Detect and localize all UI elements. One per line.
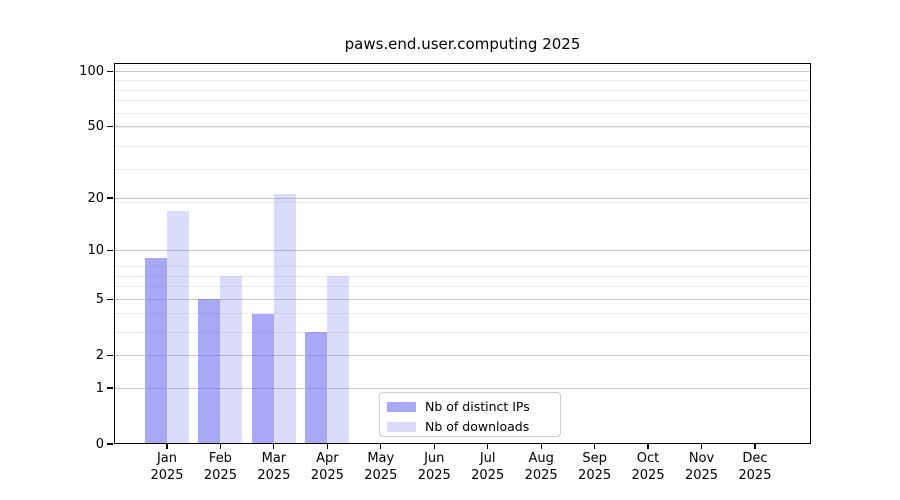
gridline-major <box>114 387 811 389</box>
gridline-minor <box>114 168 811 170</box>
legend-row-downloads: Nb of downloads <box>387 419 552 435</box>
y-tick-mark <box>107 387 113 389</box>
x-tick-mark <box>540 444 542 449</box>
gridline-major <box>114 197 811 199</box>
legend-label-downloads: Nb of downloads <box>425 419 530 434</box>
x-tick-mark <box>433 444 435 449</box>
x-tick-label: Aug 2025 <box>524 451 558 483</box>
x-tick-label: Jan 2025 <box>150 451 184 483</box>
gridline-minor <box>114 89 811 91</box>
x-tick-label: Oct 2025 <box>631 451 665 483</box>
gridline-minor <box>114 145 811 147</box>
y-tick-label: 50 <box>87 118 104 134</box>
bar-distinct-ips-feb <box>198 299 221 444</box>
gridline-major <box>114 125 811 127</box>
y-tick-label: 0 <box>95 436 104 452</box>
gridline-minor <box>114 201 811 203</box>
y-tick-mark <box>107 70 113 72</box>
x-tick-label: Dec 2025 <box>738 451 772 483</box>
gridline-minor <box>114 286 811 288</box>
x-tick-mark <box>326 444 328 449</box>
gridline-minor <box>114 331 811 333</box>
y-tick-mark <box>107 354 113 356</box>
bar-distinct-ips-jan <box>145 258 167 444</box>
gridline-minor <box>114 112 811 114</box>
y-tick-label: 100 <box>79 63 104 79</box>
gridline-minor <box>114 127 811 129</box>
y-tick-label: 20 <box>87 190 104 206</box>
x-tick-label: Jul 2025 <box>471 451 505 483</box>
gridline-major <box>114 298 811 300</box>
x-tick-mark <box>273 444 275 449</box>
bar-downloads-mar <box>273 194 296 444</box>
gridline-major <box>114 249 811 251</box>
legend-label-distinct-ips: Nb of distinct IPs <box>425 399 530 414</box>
x-tick-mark <box>754 444 756 449</box>
x-tick-mark <box>700 444 703 449</box>
y-tick-label: 2 <box>95 347 104 363</box>
x-tick-mark <box>166 444 168 449</box>
legend-swatch-downloads <box>387 422 416 432</box>
legend: Nb of distinct IPs Nb of downloads <box>379 392 561 437</box>
y-tick-label: 1 <box>95 380 104 396</box>
x-tick-mark <box>380 444 382 449</box>
gridline-major <box>114 70 811 72</box>
bar-distinct-ips-mar <box>251 313 274 444</box>
y-tick-mark <box>107 197 113 199</box>
y-tick-mark <box>107 298 113 300</box>
x-tick-label: Sep 2025 <box>578 451 612 483</box>
gridline-major <box>114 354 811 356</box>
x-tick-mark <box>487 444 489 449</box>
gridline-minor <box>114 80 811 81</box>
bar-distinct-ips-apr <box>305 332 328 444</box>
gridline-minor <box>114 100 811 102</box>
bar-downloads-apr <box>327 276 350 444</box>
x-tick-mark <box>594 444 596 449</box>
x-tick-label: Feb 2025 <box>203 451 237 483</box>
y-tick-label: 10 <box>87 242 104 258</box>
x-tick-mark <box>647 444 649 449</box>
x-tick-mark <box>219 444 222 449</box>
y-tick-mark <box>107 249 113 251</box>
bar-downloads-feb <box>220 276 243 444</box>
y-tick-label: 5 <box>95 291 104 307</box>
chart-title: paws.end.user.computing 2025 <box>344 35 581 53</box>
gridline-minor <box>114 266 811 267</box>
bar-downloads-jan <box>167 210 189 444</box>
x-tick-label: Mar 2025 <box>257 451 291 483</box>
y-tick-mark <box>107 443 113 445</box>
legend-swatch-distinct-ips <box>387 402 416 412</box>
gridline-minor <box>114 275 811 277</box>
legend-row-distinct-ips: Nb of distinct IPs <box>387 399 552 415</box>
gridline-minor <box>114 313 811 315</box>
x-tick-label: May 2025 <box>364 451 398 483</box>
x-tick-label: Jun 2025 <box>417 451 451 483</box>
y-tick-mark <box>107 125 113 127</box>
x-tick-label: Apr 2025 <box>310 451 344 483</box>
x-tick-label: Nov 2025 <box>684 451 719 483</box>
